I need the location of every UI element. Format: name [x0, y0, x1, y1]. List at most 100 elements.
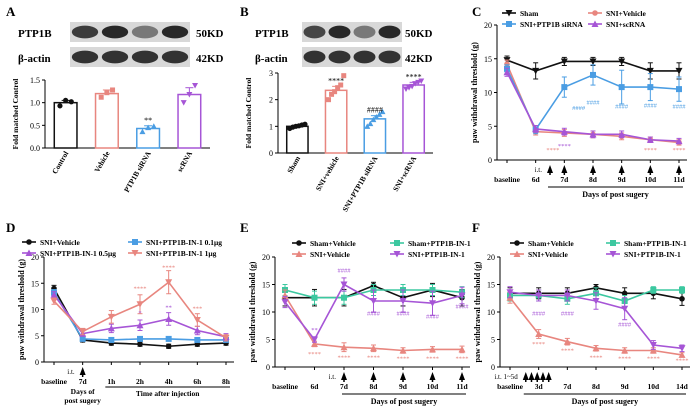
- blot-band: [101, 25, 129, 39]
- data-point: [675, 137, 683, 145]
- data-point: [618, 130, 626, 138]
- data-point: [370, 116, 377, 123]
- x-tick-label: 11d: [456, 382, 468, 391]
- data-point: [535, 330, 543, 337]
- significance-mark: ####: [532, 310, 546, 317]
- blot-a-band-strips: [70, 22, 190, 67]
- significance-mark: ####: [644, 102, 658, 109]
- panel-letter-b: B: [240, 4, 249, 19]
- significance-mark: ****: [397, 355, 410, 362]
- data-point: [649, 342, 657, 349]
- significance-mark: ####: [426, 314, 440, 321]
- y-tick-label: 0: [488, 156, 492, 165]
- y-tick-label: 5: [35, 332, 39, 341]
- blot-b-control-label: β-actin: [255, 53, 288, 65]
- y-axis-label: paw withdrawal threshold (g): [248, 261, 257, 362]
- data-point: [364, 123, 371, 129]
- data-point: [675, 67, 683, 75]
- y-tick-label: 0: [266, 363, 270, 372]
- legend-label: Sham+PTP1B-IN-1: [408, 239, 471, 248]
- y-tick-label: 3: [269, 69, 273, 78]
- significance-mark: ****: [328, 76, 344, 85]
- data-point: [646, 67, 654, 75]
- category-label: SNI+scRNA: [391, 154, 419, 193]
- x-axis-label-left: Days of: [71, 387, 95, 396]
- data-point: [514, 240, 520, 246]
- data-point: [139, 128, 146, 135]
- y-tick-label: 1: [269, 122, 273, 131]
- data-point: [560, 58, 568, 65]
- data-point: [535, 292, 543, 299]
- data-point: [532, 67, 540, 75]
- y-tick-label: 10: [31, 306, 39, 315]
- y-tick-label: 0: [269, 149, 273, 158]
- data-point: [679, 296, 685, 302]
- blot-protein-strip: [70, 22, 190, 42]
- data-point: [302, 121, 308, 127]
- it-label: i.t. 1~5d: [494, 373, 518, 381]
- significance-mark: ****: [367, 354, 380, 361]
- significance-mark: ****: [308, 351, 321, 358]
- significance-mark: ****: [647, 355, 660, 362]
- data-point: [621, 290, 628, 297]
- blot-b-protein-label: PTP1B: [255, 28, 289, 40]
- blot-band: [161, 25, 189, 39]
- blot-band: [353, 25, 376, 39]
- x-tick-label: 10d: [647, 382, 660, 391]
- data-point: [560, 128, 568, 135]
- panel-letter-d: D: [6, 220, 15, 235]
- y-tick-label: 0.5: [30, 121, 40, 130]
- data-point: [379, 108, 386, 115]
- x-tick-label: 7d: [340, 382, 349, 391]
- data-point: [311, 294, 318, 301]
- data-point: [373, 114, 380, 120]
- x-tick-label: 9d: [621, 382, 630, 391]
- data-point: [403, 86, 410, 92]
- significance-mark: **: [311, 327, 318, 334]
- significance-mark: ####: [397, 310, 411, 317]
- data-point: [503, 68, 511, 76]
- significance-mark: ####: [367, 310, 381, 317]
- y-tick-label: 15: [31, 279, 39, 288]
- data-point: [311, 340, 318, 347]
- x-axis-label-left-2: post sugery: [64, 396, 101, 405]
- bar: [53, 101, 78, 149]
- x-tick-label: 10d: [427, 382, 440, 391]
- data-point: [137, 335, 143, 342]
- x-tick-label: 11d: [673, 175, 685, 184]
- data-point: [399, 347, 407, 354]
- legend-label: SNI+Vehicle: [606, 9, 647, 18]
- data-point: [165, 315, 173, 322]
- legend-label: SNI+PTP1B-IN-1 1μg: [146, 249, 217, 258]
- blot-band: [131, 25, 159, 39]
- data-point: [505, 10, 513, 17]
- data-point: [104, 90, 110, 96]
- legend-label: SNI+PTP1B siRNA: [520, 20, 583, 29]
- blot-protein-strip: [302, 22, 402, 42]
- x-tick-label: baseline: [41, 377, 68, 386]
- data-point: [621, 347, 629, 354]
- data-point: [650, 287, 657, 293]
- data-point: [506, 289, 514, 296]
- x-tick-label: 6d: [532, 175, 541, 184]
- legend-label: Sham+Vehicle: [310, 239, 356, 248]
- data-point: [506, 21, 512, 27]
- injection-arrow: [539, 372, 546, 380]
- injection-arrow: [459, 372, 465, 380]
- data-point: [609, 251, 617, 258]
- significance-mark: ****: [644, 147, 657, 154]
- blot-band: [71, 50, 99, 64]
- injection-arrow: [547, 165, 553, 173]
- data-point: [429, 287, 436, 293]
- data-point: [110, 87, 116, 93]
- y-tick-label: 1.0: [30, 99, 40, 108]
- data-point: [222, 334, 230, 342]
- significance-mark: ****: [558, 143, 571, 150]
- data-point: [591, 20, 599, 27]
- data-point: [429, 345, 436, 353]
- blot-b-control-kd: 42KD: [405, 53, 433, 65]
- significance-mark: **: [165, 305, 172, 312]
- panel-letter-c: C: [472, 4, 481, 19]
- blot-b-band-strips: [302, 22, 402, 67]
- data-point: [589, 58, 597, 65]
